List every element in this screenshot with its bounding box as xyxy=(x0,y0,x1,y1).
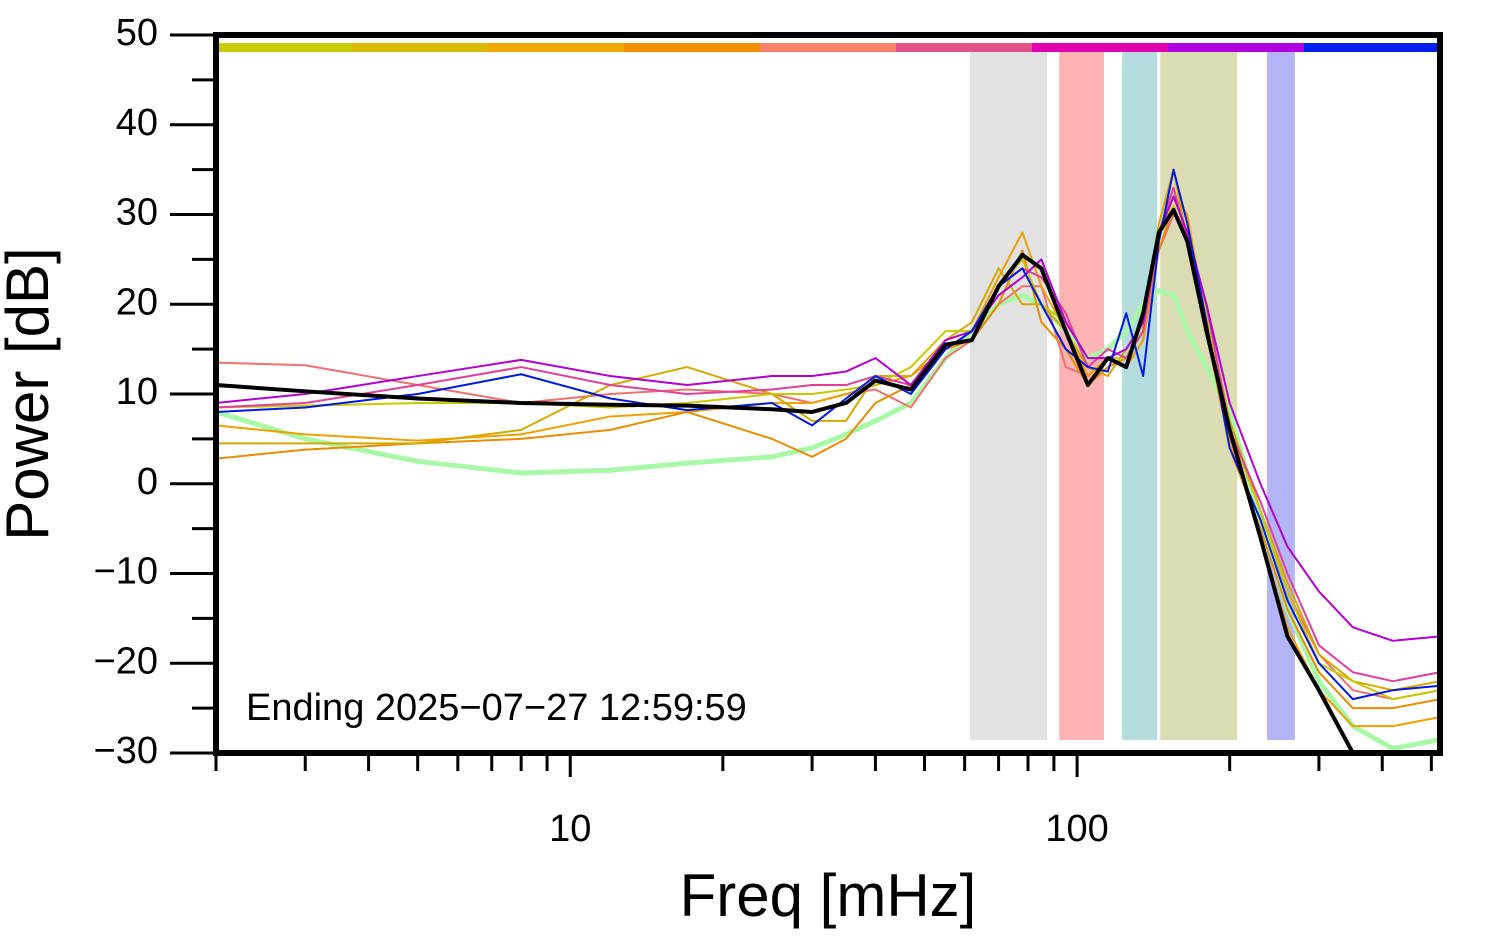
annotation: Ending 2025−07−27 12:59:59 xyxy=(246,687,747,729)
top-bar-segment xyxy=(1032,43,1168,52)
y-tick-label: 0 xyxy=(137,461,158,503)
y-tick-label: −10 xyxy=(94,551,158,593)
band xyxy=(1160,52,1238,740)
y-tick-label: 10 xyxy=(116,371,158,413)
x-axis-title: Freq [mHz] xyxy=(680,862,977,929)
y-tick-label: −30 xyxy=(94,730,158,772)
y-tick-label: 20 xyxy=(116,281,158,323)
band xyxy=(970,52,1048,740)
lines xyxy=(216,168,1440,753)
series-line xyxy=(216,195,1440,728)
band xyxy=(1122,52,1158,740)
top-bar-segment xyxy=(1304,43,1440,52)
series-line xyxy=(216,195,1440,642)
y-tick-label: 30 xyxy=(116,192,158,234)
y-tick-label: 50 xyxy=(116,12,158,54)
top-bar-segment xyxy=(896,43,1032,52)
series-line xyxy=(216,168,1440,692)
x-tick-label: 10 xyxy=(549,808,591,850)
top-bar-segment xyxy=(760,43,896,52)
series-line xyxy=(216,186,1440,683)
top-bar-segment xyxy=(1168,43,1304,52)
top-bar-segment xyxy=(624,43,760,52)
top-bar-segment xyxy=(216,43,352,52)
y-tick-label: 40 xyxy=(116,102,158,144)
series-line xyxy=(216,208,1358,753)
y-axis-title: Power [dB] xyxy=(0,247,61,540)
band xyxy=(1059,52,1105,740)
x-tick-label: 100 xyxy=(1045,808,1108,850)
band xyxy=(1267,52,1295,740)
top-bar-segment xyxy=(352,43,488,52)
plot-frame xyxy=(213,32,1443,756)
top-bar-segment xyxy=(488,43,624,52)
series-line xyxy=(216,168,1440,701)
top-bar xyxy=(216,43,1440,52)
y-tick-label: −20 xyxy=(94,640,158,682)
series-line xyxy=(216,204,1440,701)
bands xyxy=(970,52,1295,740)
axes: −30 −20 −10 0 10 20 30 40 50 10 100 xyxy=(94,12,1433,850)
